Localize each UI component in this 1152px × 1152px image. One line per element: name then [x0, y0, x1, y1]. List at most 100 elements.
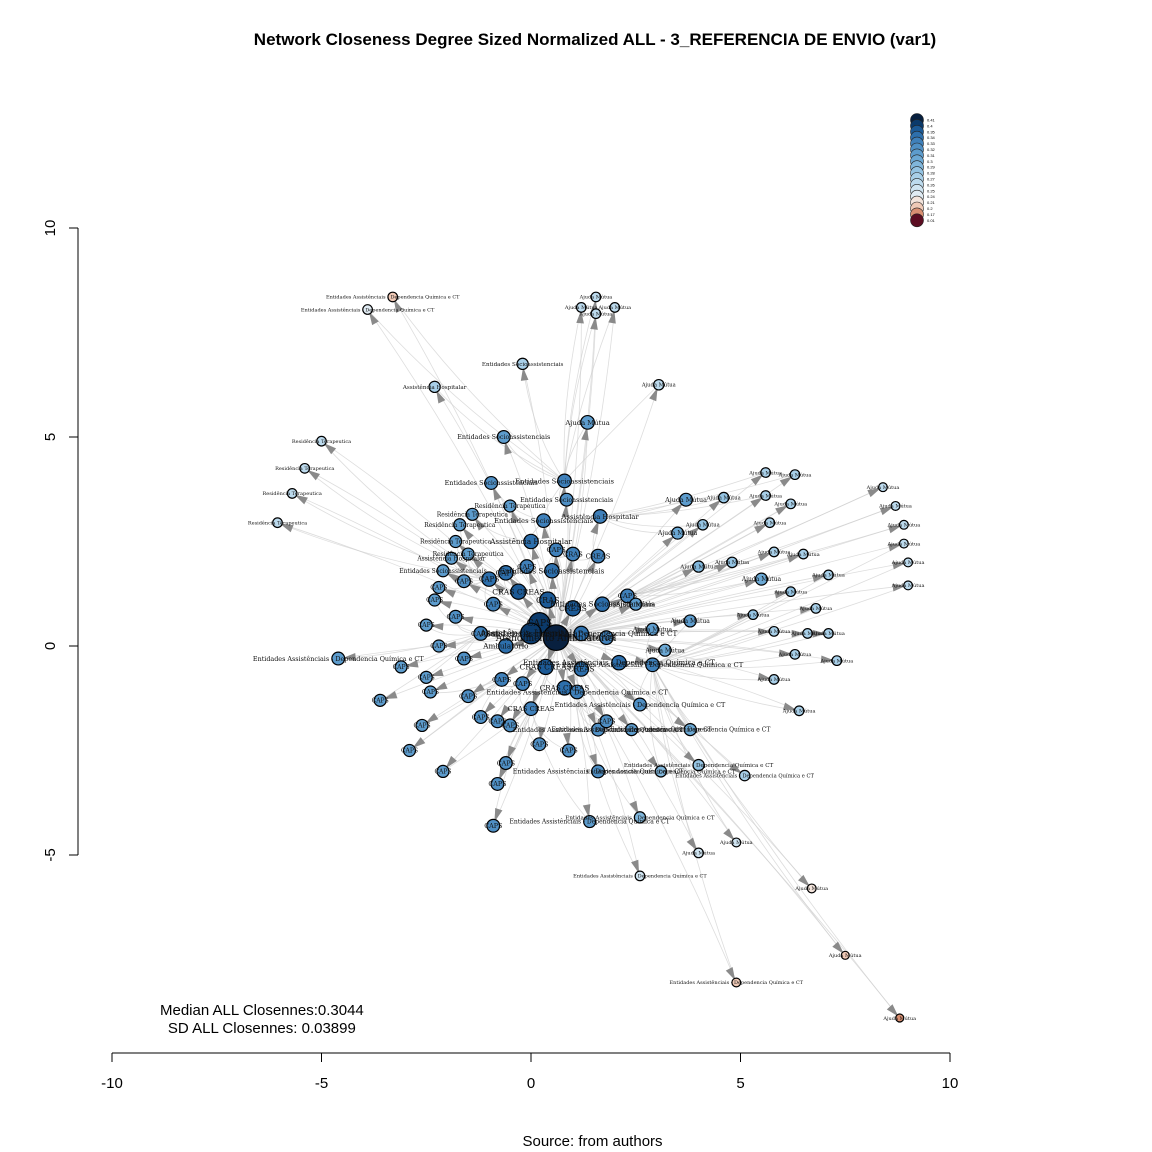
network-node: [806, 883, 817, 894]
network-edge: [492, 637, 557, 826]
node-label: CAPS: [560, 747, 578, 755]
edge-arrowhead: [879, 506, 894, 516]
edge-arrowhead: [671, 502, 684, 516]
edge-arrowhead: [468, 650, 482, 659]
x-tick-label: -10: [101, 1075, 123, 1092]
network-node: [496, 430, 511, 445]
network-edge: [434, 386, 565, 482]
node-label: CREAS: [559, 604, 587, 613]
network-node: [634, 870, 646, 882]
network-edge: [555, 472, 766, 638]
node-label: Entidades Assistênciais - Dependencia Qu…: [670, 979, 804, 986]
edge-arrowhead: [649, 387, 658, 402]
node-label: Ajuda Mútua: [748, 469, 782, 476]
network-node: [569, 684, 585, 700]
edge-arrowhead: [775, 505, 789, 516]
edge-arrowhead: [779, 476, 793, 487]
network-node: [423, 685, 438, 699]
edge-arrowhead: [567, 673, 576, 688]
node-layer: [272, 291, 914, 1023]
legend-label: 0.29: [927, 165, 936, 170]
network-edge: [627, 522, 771, 597]
edge-arrowhead: [462, 527, 474, 541]
network-node: [532, 737, 547, 752]
node-label: Residência Terapeutica: [275, 465, 334, 472]
network-node: [760, 490, 772, 501]
network-edge: [442, 708, 532, 772]
network-node: [539, 591, 557, 609]
node-label: Residência Terapeutica: [248, 519, 307, 526]
edge-arrowhead: [471, 683, 485, 694]
edge-arrowhead: [586, 560, 596, 574]
edge-arrowhead: [799, 606, 814, 614]
network-node: [731, 837, 742, 848]
network-node: [738, 769, 751, 782]
node-label: Entidades Socioassistenciais: [445, 479, 538, 487]
node-label: Entidades Assistênciais - Dependencia Qu…: [624, 762, 774, 769]
node-label: Ajuda Mútua: [773, 501, 807, 508]
node-label: Ajuda Mútua: [579, 310, 613, 317]
network-node: [419, 670, 433, 684]
network-node: [465, 507, 479, 521]
legend-label: 0.3: [927, 159, 933, 164]
node-label: Ajuda Mútua: [670, 618, 711, 625]
network-node: [609, 302, 621, 313]
network-node: [419, 618, 433, 632]
chart-title: Network Closeness Degree Sized Normalize…: [253, 30, 937, 49]
node-label: CAPS: [414, 723, 431, 730]
network-node: [590, 308, 602, 320]
network-edge: [627, 524, 905, 597]
legend-label: 0.26: [927, 182, 936, 187]
node-label: Ajuda Mútua: [778, 651, 812, 658]
network-edge: [555, 522, 771, 638]
network-edge: [556, 637, 800, 712]
network-node: [523, 533, 539, 550]
legend-label: 0.28: [927, 171, 936, 176]
node-label: CAPS: [393, 664, 410, 671]
network-node: [575, 302, 587, 313]
edge-arrowhead: [474, 517, 486, 531]
network-edge: [555, 307, 582, 638]
network-edge: [564, 313, 597, 481]
arrow-layer: [280, 299, 906, 1017]
network-edge: [627, 486, 884, 597]
edge-arrowhead: [590, 520, 599, 535]
node-label: CAPS: [434, 769, 451, 776]
network-node: [498, 756, 513, 771]
edge-arrowhead: [886, 1004, 899, 1017]
node-label: Assistência Hospitalar: [479, 629, 583, 640]
node-label: Ajuda Mútua: [736, 611, 770, 618]
edge-arrowhead: [560, 613, 571, 627]
edge-arrowhead: [425, 712, 439, 724]
network-edge: [555, 637, 699, 766]
edge-arrowhead: [467, 583, 481, 594]
node-label: Assistência Hospitalar: [489, 537, 572, 546]
node-label: Ajuda Mútua: [685, 522, 720, 529]
edge-arrowhead: [483, 701, 496, 714]
network-node: [683, 614, 697, 628]
node-label: CRAS: [536, 596, 559, 605]
network-edge: [392, 296, 565, 482]
network-node: [542, 624, 570, 652]
edge-arrowhead: [715, 563, 730, 573]
node-label: CAPS: [446, 613, 464, 621]
node-label: CAPS: [530, 740, 548, 748]
node-label: CAPS: [479, 575, 500, 584]
node-label: Entidades Socioassistenciais: [550, 600, 655, 609]
network-node: [428, 593, 442, 607]
edge-arrowhead: [521, 595, 534, 609]
network-node: [890, 500, 901, 511]
node-label: Ajuda Mútua: [828, 952, 862, 959]
edge-arrowhead: [511, 509, 520, 524]
node-label: Ajuda Mútua: [790, 630, 824, 637]
network-edge: [599, 516, 703, 527]
network-node: [436, 764, 450, 779]
edge-arrowhead: [729, 762, 743, 774]
network-node: [731, 977, 742, 988]
network-node: [768, 674, 780, 685]
edge-arrowhead: [820, 655, 835, 664]
network-node: [658, 643, 672, 657]
node-label: Ajuda Mútua: [786, 551, 820, 558]
node-label: Residência Terapeutica: [292, 438, 351, 445]
node-label: Ajuda Mútua: [564, 304, 598, 311]
